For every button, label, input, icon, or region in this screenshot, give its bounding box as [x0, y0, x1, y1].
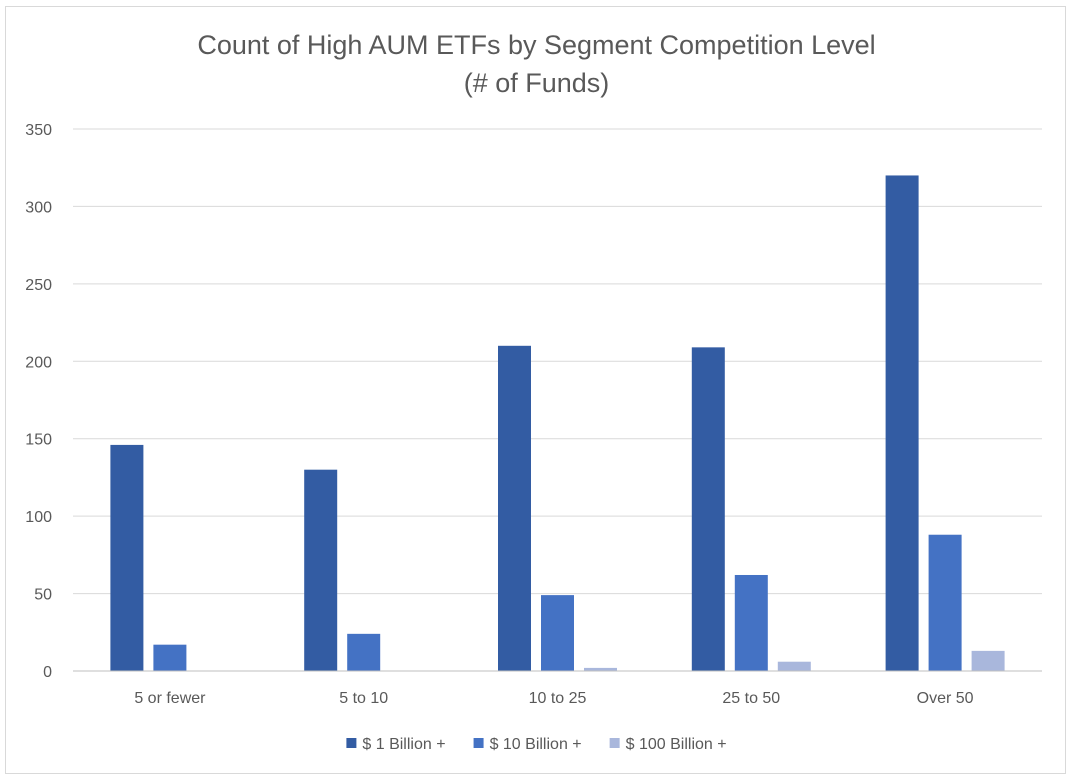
bar-1-2	[304, 469, 338, 671]
y-tick-label: 100	[25, 509, 52, 526]
axes: 0 50 100 150 200 250 300 350 5 or fewer 5 to 10 10…	[25, 122, 1042, 707]
y-tick-label: 50	[34, 587, 52, 604]
legend-label: $ 1 Billion +	[362, 736, 445, 753]
chart-title: Count of High AUM ETFs by Segment Compet…	[0, 26, 1073, 102]
y-tick-label: 250	[25, 277, 52, 294]
y-tick-label: 200	[25, 354, 52, 371]
bar-2-5	[928, 534, 962, 671]
y-tick-label: 0	[43, 664, 52, 681]
bar-1-1	[110, 444, 144, 671]
y-tick-label: 300	[25, 199, 52, 216]
legend-label: $ 10 Billion +	[490, 736, 582, 753]
legend: $ 1 Billion + $ 10 Billion + $ 100 Billion…	[346, 736, 727, 753]
legend-swatch	[346, 738, 357, 748]
chart-title-line: Count of High AUM ETFs by Segment Compet…	[197, 30, 876, 60]
legend-swatch	[609, 738, 620, 748]
bar-1-5	[885, 175, 919, 671]
gridlines	[73, 128, 1042, 595]
y-tick-label: 150	[25, 432, 52, 449]
bar-2-3	[541, 595, 574, 671]
legend-swatch	[473, 738, 484, 748]
bar-1-3	[498, 345, 531, 671]
bar-2-2	[347, 633, 381, 671]
bar-3-5	[971, 650, 1005, 671]
x-tick-label: Over 50	[917, 690, 974, 707]
bar-3-4	[777, 661, 811, 671]
bar-2-1	[153, 644, 187, 671]
bar-2-4	[734, 574, 768, 671]
y-tick-label: 350	[25, 122, 52, 139]
bars	[110, 175, 1005, 671]
x-tick-label: 5 to 10	[339, 690, 388, 707]
x-tick-label: 5 or fewer	[134, 690, 206, 707]
x-tick-label: 10 to 25	[529, 690, 587, 707]
legend-label: $ 100 Billion +	[626, 736, 727, 753]
x-tick-label: 25 to 50	[722, 690, 780, 707]
bar-3-3	[584, 667, 617, 671]
chart-subtitle-line: (# of Funds)	[463, 68, 610, 98]
bar-1-4	[691, 347, 725, 671]
